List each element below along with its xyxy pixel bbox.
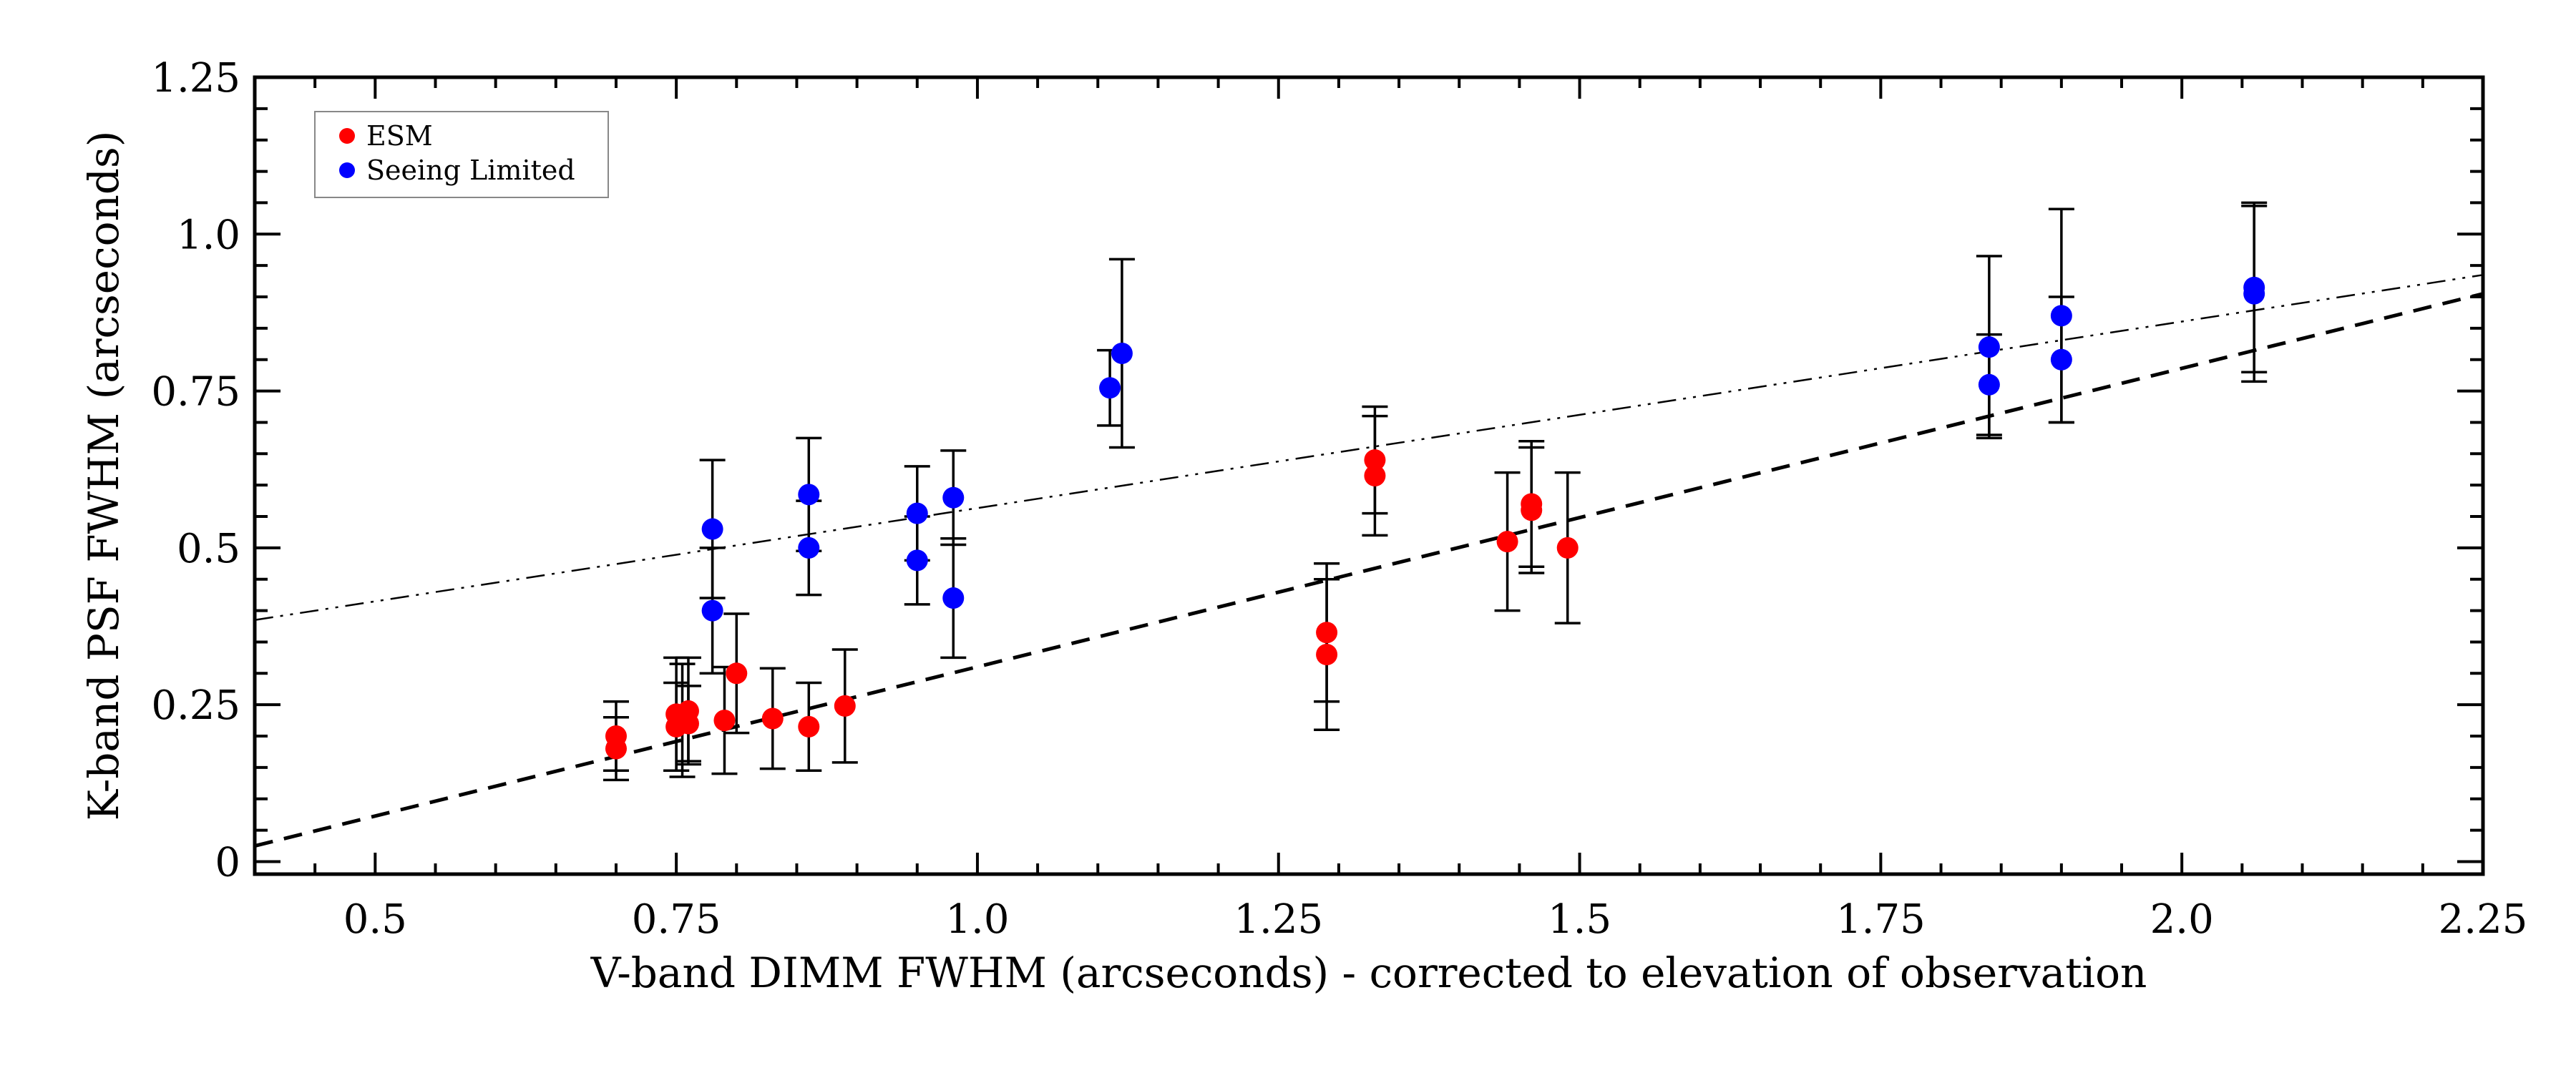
data-point-seeing-limited — [1978, 373, 2000, 396]
fit-lines — [254, 274, 2484, 848]
data-point-seeing-limited — [906, 502, 928, 524]
legend-box — [314, 111, 609, 198]
x-tick-label: 1.0 — [945, 896, 1009, 943]
data-markers — [605, 276, 2265, 760]
x-tick-label: 1.75 — [1836, 896, 1926, 943]
data-point-esm — [834, 695, 856, 717]
y-tick-label: 0 — [215, 839, 240, 886]
data-point-esm — [726, 662, 748, 685]
data-point-seeing-limited — [942, 486, 965, 509]
legend: ESM Seeing Limited — [314, 111, 609, 198]
x-tick-label: 0.5 — [343, 896, 407, 943]
data-point-esm — [1556, 536, 1579, 559]
x-tick-label: 1.5 — [1548, 896, 1611, 943]
fit-line-dashed — [254, 292, 2484, 848]
data-point-seeing-limited — [2050, 348, 2072, 371]
data-point-esm — [1364, 449, 1386, 471]
y-tick-label: 0.25 — [151, 682, 240, 729]
data-point-seeing-limited — [2050, 305, 2072, 327]
legend-marker-seeing-limited — [339, 162, 355, 178]
data-point-seeing-limited — [798, 484, 820, 506]
plot-area-frame — [253, 75, 2485, 876]
y-tick-label: 1.0 — [177, 212, 240, 258]
tick-labels: 0.5 0.75 1.0 1.25 1.5 1.75 2.0 2.25 0 0.25 0.5 0.75… — [151, 55, 2527, 943]
data-point-seeing-limited — [798, 536, 820, 559]
fit-line-dash-dot — [254, 274, 2484, 621]
data-point-esm — [798, 715, 820, 738]
data-point-esm — [713, 710, 736, 732]
data-point-esm — [1364, 465, 1386, 486]
data-point-seeing-limited — [1099, 377, 1121, 399]
x-axis-label: V-band DIMM FWHM (arcseconds) - correcte… — [590, 949, 2147, 997]
data-point-esm — [1521, 499, 1543, 521]
data-point-esm — [1316, 622, 1338, 644]
x-tick-label: 1.25 — [1234, 896, 1323, 943]
legend-marker-esm — [339, 128, 355, 144]
data-point-seeing-limited — [942, 587, 965, 609]
data-point-seeing-limited — [701, 599, 723, 622]
y-axis-label: K-band PSF FWHM (arcseconds) — [79, 131, 128, 821]
y-tick-label: 1.25 — [151, 55, 240, 102]
data-point-seeing-limited — [1111, 342, 1133, 364]
data-point-seeing-limited — [2243, 283, 2265, 305]
legend-label-esm: ESM — [366, 120, 433, 152]
data-point-seeing-limited — [1978, 336, 2000, 358]
data-point-esm — [761, 707, 784, 730]
y-tick-label: 0.5 — [177, 526, 240, 572]
data-point-seeing-limited — [701, 518, 723, 540]
data-point-esm — [677, 712, 699, 735]
x-tick-label: 0.75 — [632, 896, 721, 943]
data-point-esm — [1316, 643, 1338, 665]
error-bars — [602, 201, 2268, 782]
data-point-esm — [1496, 531, 1518, 553]
y-tick-label: 0.75 — [151, 369, 240, 416]
x-tick-label: 2.25 — [2439, 896, 2528, 943]
data-point-seeing-limited — [906, 549, 928, 572]
data-point-esm — [605, 738, 627, 760]
x-tick-label: 2.0 — [2150, 896, 2214, 943]
legend-label-seeing-limited: Seeing Limited — [366, 155, 575, 186]
